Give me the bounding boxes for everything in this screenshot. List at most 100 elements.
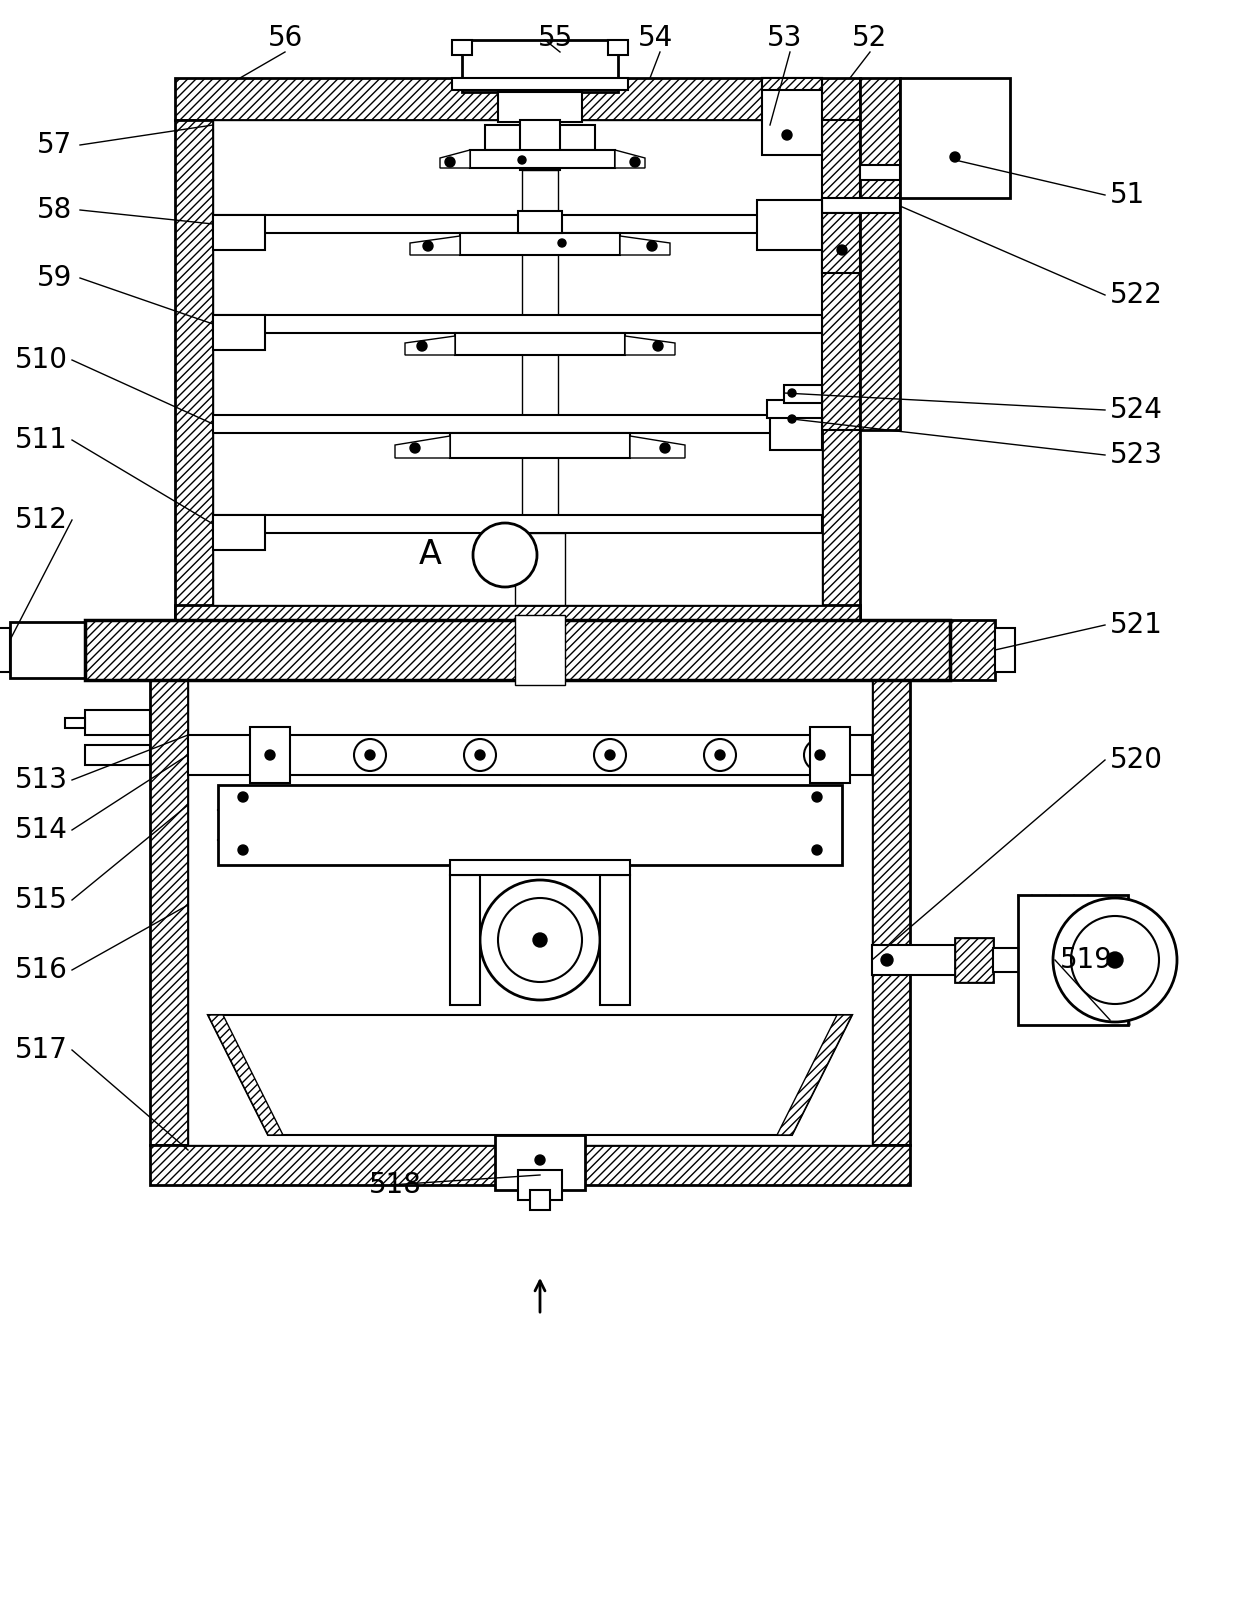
Polygon shape [208,1015,283,1135]
Circle shape [238,845,248,855]
Text: 520: 520 [1110,746,1163,773]
Circle shape [445,157,455,168]
Circle shape [1071,916,1159,1004]
Circle shape [787,388,796,396]
Bar [763,78,822,155]
Text: A: A [419,539,441,572]
Circle shape [1053,898,1177,1023]
Text: 512: 512 [15,507,68,534]
Circle shape [653,340,663,352]
Bar [213,415,822,433]
Circle shape [660,443,670,452]
Bar [213,315,822,332]
Bar [188,681,872,1146]
Text: 515: 515 [15,885,68,914]
Circle shape [410,443,420,452]
Circle shape [1107,952,1123,968]
Circle shape [715,749,725,761]
Circle shape [782,129,792,141]
Bar [608,40,627,54]
Bar [450,433,630,459]
Bar [10,622,86,678]
Polygon shape [630,436,684,459]
Bar [213,315,265,350]
Bar [453,78,627,89]
Text: 513: 513 [15,765,68,794]
Circle shape [534,1155,546,1165]
Text: 57: 57 [37,131,72,158]
Polygon shape [625,336,675,355]
Text: 58: 58 [37,197,72,224]
Text: 518: 518 [368,1171,422,1198]
Bar [86,620,950,681]
Circle shape [480,880,600,1000]
Polygon shape [615,150,645,168]
Circle shape [647,241,657,251]
Circle shape [238,793,248,802]
Bar [822,198,900,213]
Bar [455,332,625,355]
Bar [600,876,630,1005]
Bar [518,211,562,233]
Bar [150,681,188,1146]
Bar [522,169,558,519]
Bar [86,620,950,681]
Text: 511: 511 [15,427,68,454]
Text: 523: 523 [1110,441,1163,468]
Bar [770,415,822,451]
Circle shape [837,244,847,256]
Bar [756,200,822,249]
Circle shape [605,749,615,761]
Circle shape [950,152,960,161]
Bar [495,1135,585,1191]
Bar [822,213,861,273]
Bar [522,89,558,120]
Text: 514: 514 [15,817,68,844]
Circle shape [558,240,565,248]
Bar [175,120,213,620]
Bar [993,948,1023,972]
Bar [518,1170,562,1200]
Circle shape [423,241,433,251]
Bar [515,615,565,686]
Circle shape [815,749,825,761]
Text: 521: 521 [1110,610,1163,639]
Circle shape [498,898,582,983]
Bar [950,620,994,681]
Bar [463,40,618,93]
Bar [453,40,472,54]
Bar [861,165,900,181]
Bar [218,785,842,865]
Bar [188,735,872,775]
Bar [955,938,993,983]
Bar [784,385,822,403]
Bar [822,120,861,430]
Bar [213,216,265,249]
Bar [213,120,822,606]
Bar [175,606,861,620]
Circle shape [417,340,427,352]
Bar [175,78,861,120]
Circle shape [630,157,640,168]
Text: 510: 510 [15,347,68,374]
Text: 524: 524 [1110,396,1163,423]
Text: 55: 55 [537,24,573,53]
Bar [470,150,615,168]
Polygon shape [777,1015,852,1135]
Bar [498,93,582,121]
Bar [872,944,965,975]
Bar [763,78,822,89]
Text: 52: 52 [852,24,888,53]
Polygon shape [405,336,455,355]
Bar [861,78,900,430]
Circle shape [365,749,374,761]
Circle shape [880,954,893,967]
Bar [150,1146,910,1186]
Bar [64,718,86,729]
Bar [460,233,620,256]
Circle shape [472,523,537,586]
Circle shape [812,845,822,855]
Text: 53: 53 [768,24,802,53]
Bar [250,727,290,783]
Bar [955,938,993,983]
